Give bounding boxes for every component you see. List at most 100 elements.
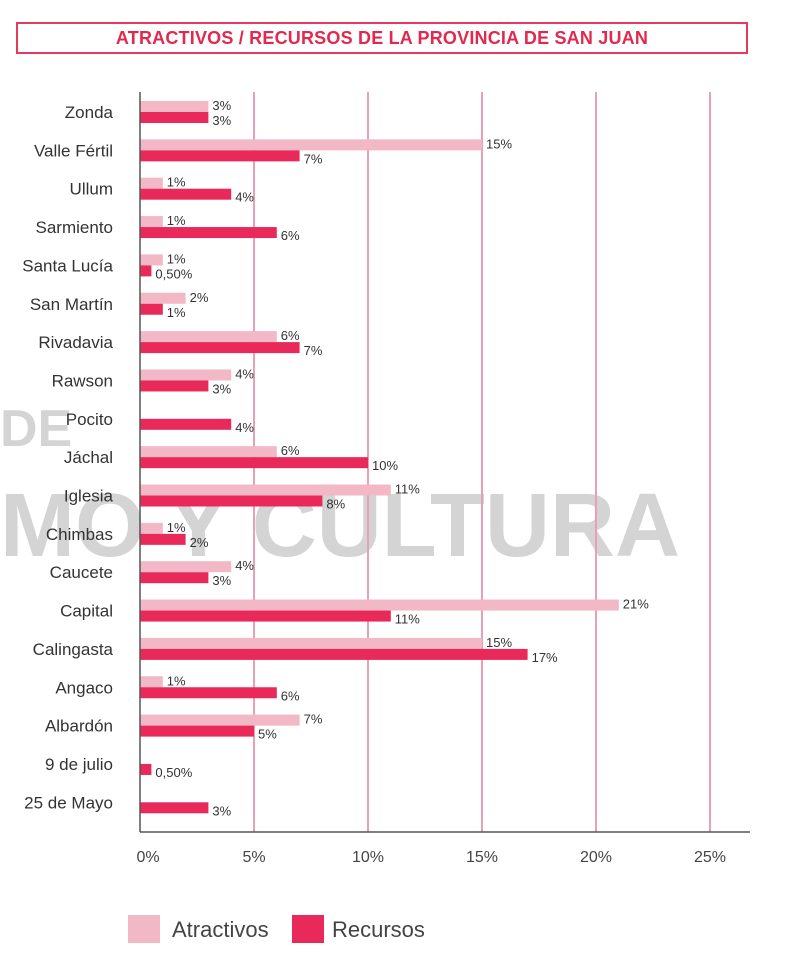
category-label: Sarmiento <box>36 218 113 237</box>
gridlines <box>253 92 711 832</box>
bar-recursos <box>140 342 300 354</box>
bar-atractivos <box>140 101 209 112</box>
data-label-atractivos: 1% <box>167 520 186 535</box>
data-label-recursos: 10% <box>372 458 398 473</box>
bar-atractivos <box>140 216 163 228</box>
data-label-recursos: 6% <box>281 688 300 703</box>
data-label-recursos: 3% <box>212 113 231 128</box>
legend-swatch-atractivos <box>128 915 160 943</box>
bar-recursos <box>140 572 209 584</box>
x-tick-label: 15% <box>466 849 498 866</box>
data-label-recursos: 8% <box>326 497 345 512</box>
bar-recursos <box>140 457 368 469</box>
legend-swatch-recursos <box>292 915 324 943</box>
data-label-atractivos: 1% <box>167 673 186 688</box>
data-label-recursos: 3% <box>212 381 231 396</box>
x-tick-label: 25% <box>694 849 726 866</box>
category-label: Valle Fértil <box>34 141 113 160</box>
bar-recursos <box>140 495 323 507</box>
data-label-recursos: 4% <box>235 190 254 205</box>
category-label: Ullum <box>70 180 113 199</box>
bar-atractivos <box>140 254 163 266</box>
category-label: Pocito <box>66 410 113 429</box>
category-label: Iglesia <box>64 487 114 506</box>
legend: Atractivos Recursos <box>128 915 425 943</box>
bar-atractivos <box>140 561 232 573</box>
data-label-recursos: 6% <box>281 228 300 243</box>
bar-atractivos <box>140 331 277 343</box>
data-label-atractivos: 15% <box>486 136 512 151</box>
data-label-atractivos: 11% <box>395 482 420 497</box>
category-label: Caucete <box>50 563 113 582</box>
category-label: Chimbas <box>46 525 113 544</box>
data-label-atractivos: 6% <box>281 328 300 343</box>
bar-recursos <box>140 303 163 315</box>
data-label-recursos: 11% <box>395 612 420 627</box>
category-label: Rivadavia <box>38 333 113 352</box>
data-label-recursos: 2% <box>190 535 209 550</box>
bar-atractivos <box>140 637 482 649</box>
bar-atractivos <box>140 369 232 381</box>
x-tick-label: 5% <box>242 849 265 866</box>
bar-recursos <box>140 112 209 123</box>
category-label: 9 de julio <box>45 755 113 774</box>
data-label-atractivos: 7% <box>304 712 323 727</box>
data-label-atractivos: 4% <box>235 558 254 573</box>
data-label-recursos: 3% <box>212 573 231 588</box>
category-label: Angaco <box>55 678 113 697</box>
data-label-atractivos: 1% <box>167 251 186 266</box>
data-label-atractivos: 15% <box>486 635 512 650</box>
data-label-atractivos: 1% <box>167 175 186 190</box>
axes <box>139 92 750 833</box>
bar-recursos <box>140 150 300 162</box>
data-label-atractivos: 3% <box>212 98 231 113</box>
data-label-recursos: 7% <box>304 151 323 166</box>
bars: 3%3%15%7%1%4%1%6%1%0,50%2%1%6%7%4%3%4%6%… <box>140 98 649 818</box>
bar-atractivos <box>140 599 619 611</box>
bar-recursos <box>140 265 152 277</box>
bar-atractivos <box>140 177 163 189</box>
category-label: Rawson <box>52 371 113 390</box>
bar-recursos <box>140 610 391 622</box>
data-label-recursos: 1% <box>167 305 186 320</box>
data-label-atractivos: 4% <box>235 366 254 381</box>
bar-recursos <box>140 763 152 775</box>
x-tick-label: 0% <box>136 849 159 866</box>
data-label-recursos: 3% <box>212 803 231 818</box>
bar-atractivos <box>140 292 186 304</box>
data-label-recursos: 17% <box>532 650 558 665</box>
category-label: Capital <box>60 602 113 621</box>
bar-atractivos <box>140 484 391 496</box>
bar-recursos <box>140 533 186 545</box>
bar-recursos <box>140 418 232 430</box>
category-labels: Zonda Valle Fértil Ullum Sarmiento Santa Luc… <box>22 103 113 812</box>
bar-recursos <box>140 227 277 239</box>
data-label-recursos: 0,50% <box>155 765 192 780</box>
data-label-atractivos: 1% <box>167 213 186 228</box>
bar-atractivos <box>140 676 163 688</box>
category-label: Santa Lucía <box>22 256 113 275</box>
bar-recursos <box>140 725 254 737</box>
category-label: Albardón <box>45 717 113 736</box>
bar-recursos <box>140 802 209 814</box>
legend-label-atractivos: Atractivos <box>172 917 269 942</box>
bar-atractivos <box>140 139 482 151</box>
bar-recursos <box>140 188 232 200</box>
bar-atractivos <box>140 714 300 726</box>
category-label: San Martín <box>30 295 113 314</box>
chart-title: ATRACTIVOS / RECURSOS DE LA PROVINCIA DE… <box>16 22 748 54</box>
bar-recursos <box>140 380 209 392</box>
bar-recursos <box>140 687 277 699</box>
watermark-line-1: DE <box>0 400 72 458</box>
bar-atractivos <box>140 522 163 534</box>
bar-recursos <box>140 648 528 660</box>
data-label-recursos: 7% <box>304 343 323 358</box>
x-tick-label: 20% <box>580 849 612 866</box>
category-label: Zonda <box>65 103 114 122</box>
data-label-recursos: 4% <box>235 420 254 435</box>
data-label-recursos: 0,50% <box>155 266 192 281</box>
category-label: Jáchal <box>64 448 113 467</box>
legend-label-recursos: Recursos <box>332 917 425 942</box>
category-label: Calingasta <box>33 640 114 659</box>
